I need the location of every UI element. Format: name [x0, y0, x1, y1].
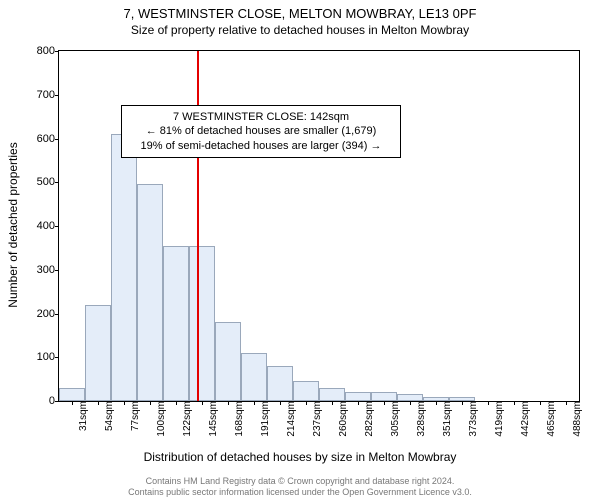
x-tick-mark — [514, 401, 515, 405]
x-tick-label: 168sqm — [232, 401, 245, 437]
footer-line1: Contains HM Land Registry data © Crown c… — [0, 476, 600, 487]
x-tick-label: 282sqm — [362, 401, 375, 437]
y-tick-mark — [55, 51, 59, 52]
y-tick-mark — [55, 270, 59, 271]
x-tick-label: 214sqm — [284, 401, 297, 437]
x-tick-mark — [358, 401, 359, 405]
x-tick-mark — [98, 401, 99, 405]
y-tick-mark — [55, 314, 59, 315]
x-tick-label: 442sqm — [518, 401, 531, 437]
annotation-line3: 19% of semi-detached houses are larger (… — [128, 139, 394, 153]
x-tick-label: 31sqm — [76, 401, 89, 431]
x-tick-mark — [228, 401, 229, 405]
histogram-bar — [189, 246, 215, 401]
annotation-line2: ← 81% of detached houses are smaller (1,… — [128, 124, 394, 138]
x-tick-label: 488sqm — [570, 401, 583, 437]
y-axis-label: Number of detached properties — [6, 142, 20, 307]
x-tick-label: 351sqm — [440, 401, 453, 437]
chart-container: { "chart": { "type": "histogram", "title… — [0, 0, 600, 500]
footer-credits: Contains HM Land Registry data © Crown c… — [0, 476, 600, 498]
annotation-box: 7 WESTMINSTER CLOSE: 142sqm ← 81% of det… — [121, 105, 401, 158]
x-tick-label: 122sqm — [180, 401, 193, 437]
footer-line2: Contains public sector information licen… — [0, 487, 600, 498]
y-tick-mark — [55, 139, 59, 140]
x-tick-mark — [306, 401, 307, 405]
reference-line — [197, 51, 199, 401]
histogram-bar — [111, 134, 137, 401]
x-tick-mark — [124, 401, 125, 405]
histogram-bar — [85, 305, 111, 401]
x-tick-label: 100sqm — [154, 401, 167, 437]
x-tick-mark — [488, 401, 489, 405]
x-tick-label: 305sqm — [388, 401, 401, 437]
annotation-line1: 7 WESTMINSTER CLOSE: 142sqm — [128, 110, 394, 124]
histogram-bar — [163, 246, 189, 401]
histogram-bar — [267, 366, 293, 401]
histogram-bar — [137, 184, 163, 401]
x-tick-mark — [254, 401, 255, 405]
histogram-bar — [293, 381, 319, 401]
x-tick-mark — [332, 401, 333, 405]
chart-title: 7, WESTMINSTER CLOSE, MELTON MOWBRAY, LE… — [0, 0, 600, 21]
x-tick-mark — [566, 401, 567, 405]
x-tick-mark — [462, 401, 463, 405]
x-tick-mark — [410, 401, 411, 405]
x-tick-mark — [202, 401, 203, 405]
histogram-bar — [215, 322, 241, 401]
x-tick-label: 191sqm — [258, 401, 271, 437]
y-tick-mark — [55, 357, 59, 358]
x-tick-label: 465sqm — [544, 401, 557, 437]
x-axis-label: Distribution of detached houses by size … — [0, 450, 600, 464]
x-tick-label: 373sqm — [466, 401, 479, 437]
histogram-bar — [319, 388, 345, 401]
y-tick-mark — [55, 401, 59, 402]
x-tick-mark — [540, 401, 541, 405]
x-tick-label: 419sqm — [492, 401, 505, 437]
x-tick-label: 54sqm — [102, 401, 115, 431]
x-tick-mark — [280, 401, 281, 405]
x-tick-mark — [384, 401, 385, 405]
y-tick-mark — [55, 182, 59, 183]
histogram-bar — [371, 392, 397, 401]
x-tick-mark — [150, 401, 151, 405]
histogram-bar — [59, 388, 85, 401]
x-tick-label: 145sqm — [206, 401, 219, 437]
y-tick-mark — [55, 95, 59, 96]
x-tick-label: 328sqm — [414, 401, 427, 437]
x-tick-label: 260sqm — [336, 401, 349, 437]
x-tick-mark — [72, 401, 73, 405]
histogram-bar — [345, 392, 371, 401]
x-tick-label: 237sqm — [310, 401, 323, 437]
x-tick-mark — [176, 401, 177, 405]
histogram-bar — [241, 353, 267, 401]
plot-area: 0100200300400500600700800 7 WESTMINSTER … — [58, 50, 580, 402]
y-tick-mark — [55, 226, 59, 227]
chart-subtitle: Size of property relative to detached ho… — [0, 21, 600, 37]
x-tick-mark — [436, 401, 437, 405]
x-tick-label: 77sqm — [128, 401, 141, 431]
